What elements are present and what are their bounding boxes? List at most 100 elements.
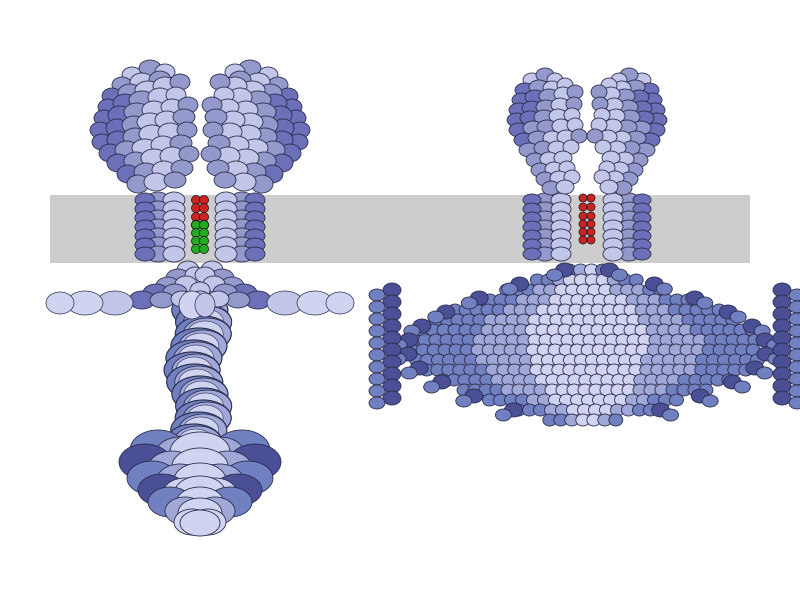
Ellipse shape bbox=[218, 123, 242, 141]
Ellipse shape bbox=[599, 130, 617, 144]
Ellipse shape bbox=[619, 193, 639, 207]
Ellipse shape bbox=[648, 294, 662, 306]
Ellipse shape bbox=[258, 84, 282, 102]
Ellipse shape bbox=[215, 192, 237, 208]
Ellipse shape bbox=[576, 414, 590, 426]
Ellipse shape bbox=[656, 283, 672, 295]
Ellipse shape bbox=[544, 284, 558, 296]
Ellipse shape bbox=[518, 364, 533, 376]
Ellipse shape bbox=[253, 128, 277, 146]
Ellipse shape bbox=[138, 474, 186, 506]
Ellipse shape bbox=[649, 314, 663, 326]
Circle shape bbox=[199, 245, 209, 253]
Ellipse shape bbox=[465, 354, 478, 366]
Ellipse shape bbox=[726, 314, 740, 326]
Ellipse shape bbox=[418, 334, 432, 346]
Ellipse shape bbox=[166, 87, 186, 103]
Ellipse shape bbox=[326, 292, 354, 314]
Ellipse shape bbox=[601, 263, 618, 277]
Ellipse shape bbox=[139, 125, 165, 143]
Ellipse shape bbox=[536, 304, 550, 316]
Ellipse shape bbox=[98, 99, 118, 115]
Ellipse shape bbox=[290, 122, 310, 138]
Ellipse shape bbox=[475, 354, 490, 366]
Ellipse shape bbox=[214, 474, 262, 506]
Ellipse shape bbox=[516, 294, 530, 306]
Ellipse shape bbox=[481, 324, 495, 336]
Ellipse shape bbox=[556, 384, 570, 396]
Ellipse shape bbox=[147, 246, 169, 262]
Ellipse shape bbox=[619, 238, 639, 252]
Ellipse shape bbox=[185, 267, 205, 283]
Ellipse shape bbox=[715, 314, 729, 326]
Ellipse shape bbox=[267, 291, 303, 315]
Ellipse shape bbox=[711, 374, 725, 386]
Ellipse shape bbox=[465, 389, 483, 403]
Ellipse shape bbox=[624, 304, 638, 316]
Ellipse shape bbox=[559, 344, 573, 356]
Ellipse shape bbox=[157, 464, 203, 496]
Ellipse shape bbox=[643, 404, 658, 416]
Ellipse shape bbox=[558, 304, 572, 316]
Ellipse shape bbox=[473, 314, 487, 326]
Circle shape bbox=[199, 236, 209, 245]
Ellipse shape bbox=[506, 314, 520, 326]
Ellipse shape bbox=[519, 143, 539, 157]
Circle shape bbox=[579, 203, 587, 211]
Ellipse shape bbox=[578, 384, 592, 396]
Ellipse shape bbox=[651, 403, 670, 417]
Ellipse shape bbox=[555, 404, 570, 416]
Ellipse shape bbox=[627, 334, 641, 346]
Ellipse shape bbox=[203, 122, 223, 138]
Ellipse shape bbox=[594, 108, 610, 122]
Ellipse shape bbox=[67, 291, 103, 315]
Ellipse shape bbox=[607, 354, 622, 366]
Ellipse shape bbox=[630, 274, 643, 286]
Ellipse shape bbox=[552, 274, 566, 286]
Ellipse shape bbox=[237, 113, 263, 131]
Ellipse shape bbox=[656, 374, 670, 386]
Ellipse shape bbox=[609, 414, 623, 426]
Ellipse shape bbox=[486, 364, 500, 376]
Ellipse shape bbox=[207, 291, 229, 307]
Ellipse shape bbox=[505, 403, 522, 417]
Ellipse shape bbox=[626, 394, 639, 406]
Ellipse shape bbox=[172, 376, 228, 412]
Ellipse shape bbox=[789, 325, 800, 337]
Ellipse shape bbox=[680, 344, 694, 356]
Ellipse shape bbox=[616, 152, 634, 166]
Ellipse shape bbox=[112, 77, 132, 93]
Ellipse shape bbox=[522, 101, 542, 115]
Ellipse shape bbox=[734, 324, 748, 336]
Ellipse shape bbox=[549, 109, 567, 123]
Ellipse shape bbox=[773, 367, 791, 381]
Ellipse shape bbox=[433, 375, 450, 389]
Ellipse shape bbox=[233, 149, 259, 167]
Ellipse shape bbox=[631, 121, 651, 135]
Ellipse shape bbox=[183, 402, 231, 434]
Circle shape bbox=[579, 220, 587, 228]
Ellipse shape bbox=[509, 123, 529, 137]
Ellipse shape bbox=[773, 355, 791, 369]
Circle shape bbox=[199, 229, 209, 238]
Ellipse shape bbox=[473, 334, 487, 346]
Ellipse shape bbox=[454, 354, 467, 366]
Ellipse shape bbox=[180, 294, 228, 326]
Ellipse shape bbox=[139, 60, 161, 76]
Ellipse shape bbox=[542, 181, 560, 195]
Ellipse shape bbox=[706, 354, 721, 366]
Ellipse shape bbox=[572, 314, 586, 326]
Ellipse shape bbox=[737, 334, 751, 346]
Ellipse shape bbox=[129, 291, 155, 309]
Ellipse shape bbox=[574, 364, 588, 376]
Ellipse shape bbox=[522, 404, 537, 416]
Ellipse shape bbox=[580, 324, 594, 336]
Ellipse shape bbox=[506, 334, 520, 346]
Ellipse shape bbox=[599, 404, 614, 416]
Ellipse shape bbox=[451, 314, 465, 326]
Ellipse shape bbox=[171, 291, 193, 307]
Ellipse shape bbox=[611, 269, 627, 281]
Ellipse shape bbox=[170, 135, 192, 151]
Ellipse shape bbox=[607, 274, 622, 286]
Ellipse shape bbox=[187, 309, 223, 335]
